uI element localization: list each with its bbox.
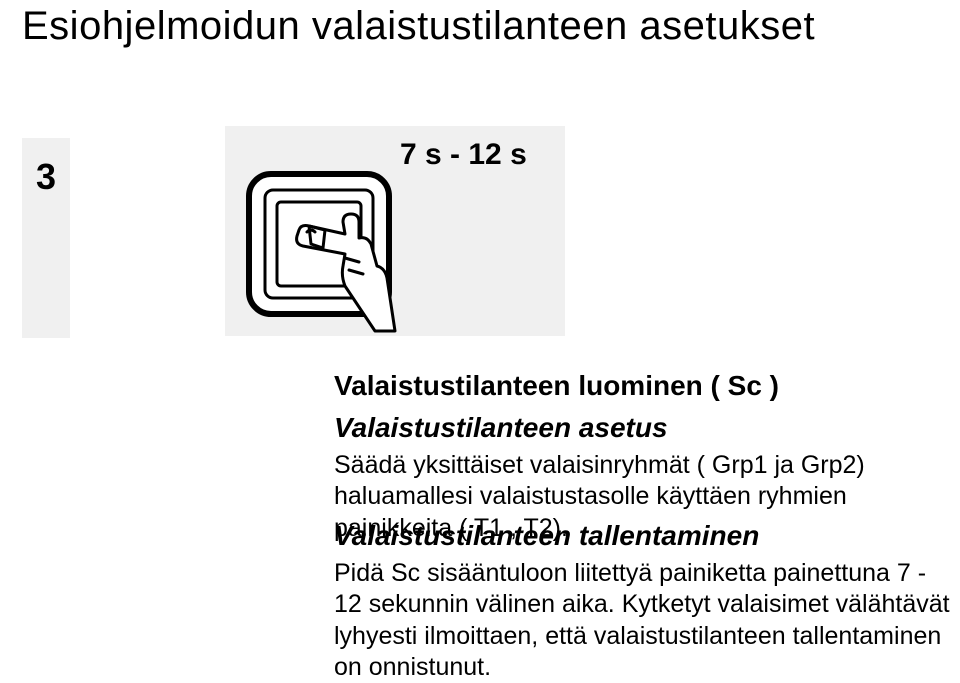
step-number-badge: 3 xyxy=(22,138,70,338)
step-number-label: 3 xyxy=(36,156,56,198)
page-title: Esiohjelmoidun valaistustilanteen asetuk… xyxy=(22,4,815,49)
paragraph-save: Pidä Sc sisääntuloon liitettyä painikett… xyxy=(334,558,954,683)
heading-save: Valaistustilanteen tallentaminen xyxy=(334,520,759,552)
press-switch-illustration: 7 s - 12 s xyxy=(225,126,565,336)
switch-hand-icon: 7 s - 12 s xyxy=(225,126,565,336)
document-page: Esiohjelmoidun valaistustilanteen asetuk… xyxy=(0,0,960,674)
heading-create-scene: Valaistustilanteen luominen ( Sc ) xyxy=(334,370,779,402)
duration-caption: 7 s - 12 s xyxy=(400,138,527,171)
heading-setting: Valaistustilanteen asetus xyxy=(334,412,668,444)
